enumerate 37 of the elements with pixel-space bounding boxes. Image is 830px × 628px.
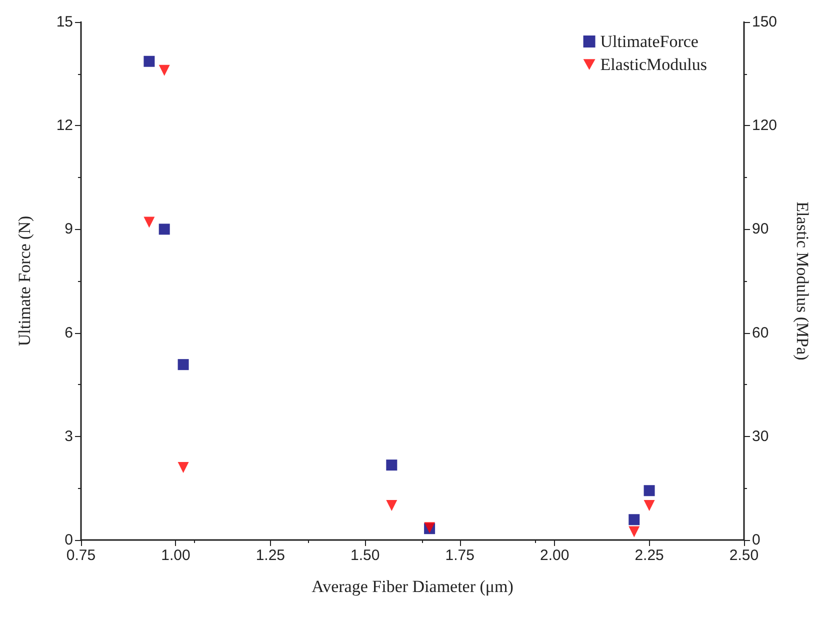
- y-tick-label: 15: [56, 14, 73, 30]
- x-tick-label: 1.75: [445, 547, 474, 564]
- y-tick-label: 9: [64, 220, 73, 238]
- point: [158, 224, 170, 235]
- legend-label: ElasticModulus: [600, 55, 708, 74]
- y2-tick-label: 120: [752, 117, 778, 134]
- y-axis-title: Ultimate Force (N): [15, 216, 34, 346]
- y-tick-label: 6: [64, 324, 73, 342]
- point: [628, 514, 640, 526]
- y2-tick-label: 0: [752, 532, 760, 548]
- x-tick-label: 1.00: [161, 547, 190, 564]
- point: [386, 460, 398, 471]
- y2-tick-label: 60: [752, 324, 769, 342]
- point: [178, 359, 189, 370]
- y2-tick-label: 30: [752, 428, 769, 445]
- x-tick-label: 1.25: [256, 547, 286, 564]
- point: [178, 462, 189, 473]
- x-tick-label: 2.50: [729, 547, 759, 564]
- x-tick-label: 2.00: [540, 547, 570, 564]
- point: [644, 500, 655, 511]
- y-tick-label: 3: [64, 428, 73, 445]
- point: [386, 500, 398, 511]
- point: [628, 526, 640, 538]
- y2-axis-title: Elastic Modulus (MPa): [793, 202, 812, 360]
- x-tick-label: 1.50: [350, 547, 380, 564]
- y2-tick-label: 90: [752, 220, 769, 238]
- x-tick-label: 2.25: [634, 547, 664, 564]
- x-tick-label: 0.75: [66, 547, 96, 564]
- y-tick-label: 12: [56, 117, 73, 134]
- y2-tick-label: 150: [752, 14, 778, 30]
- point: [644, 485, 655, 496]
- x-axis-title: Average Fiber Diameter (μm): [312, 577, 514, 596]
- y-tick-label: 0: [64, 532, 73, 548]
- legend-label: UltimateForce: [600, 32, 698, 51]
- point: [144, 56, 155, 67]
- point: [144, 216, 155, 228]
- point: [158, 64, 170, 76]
